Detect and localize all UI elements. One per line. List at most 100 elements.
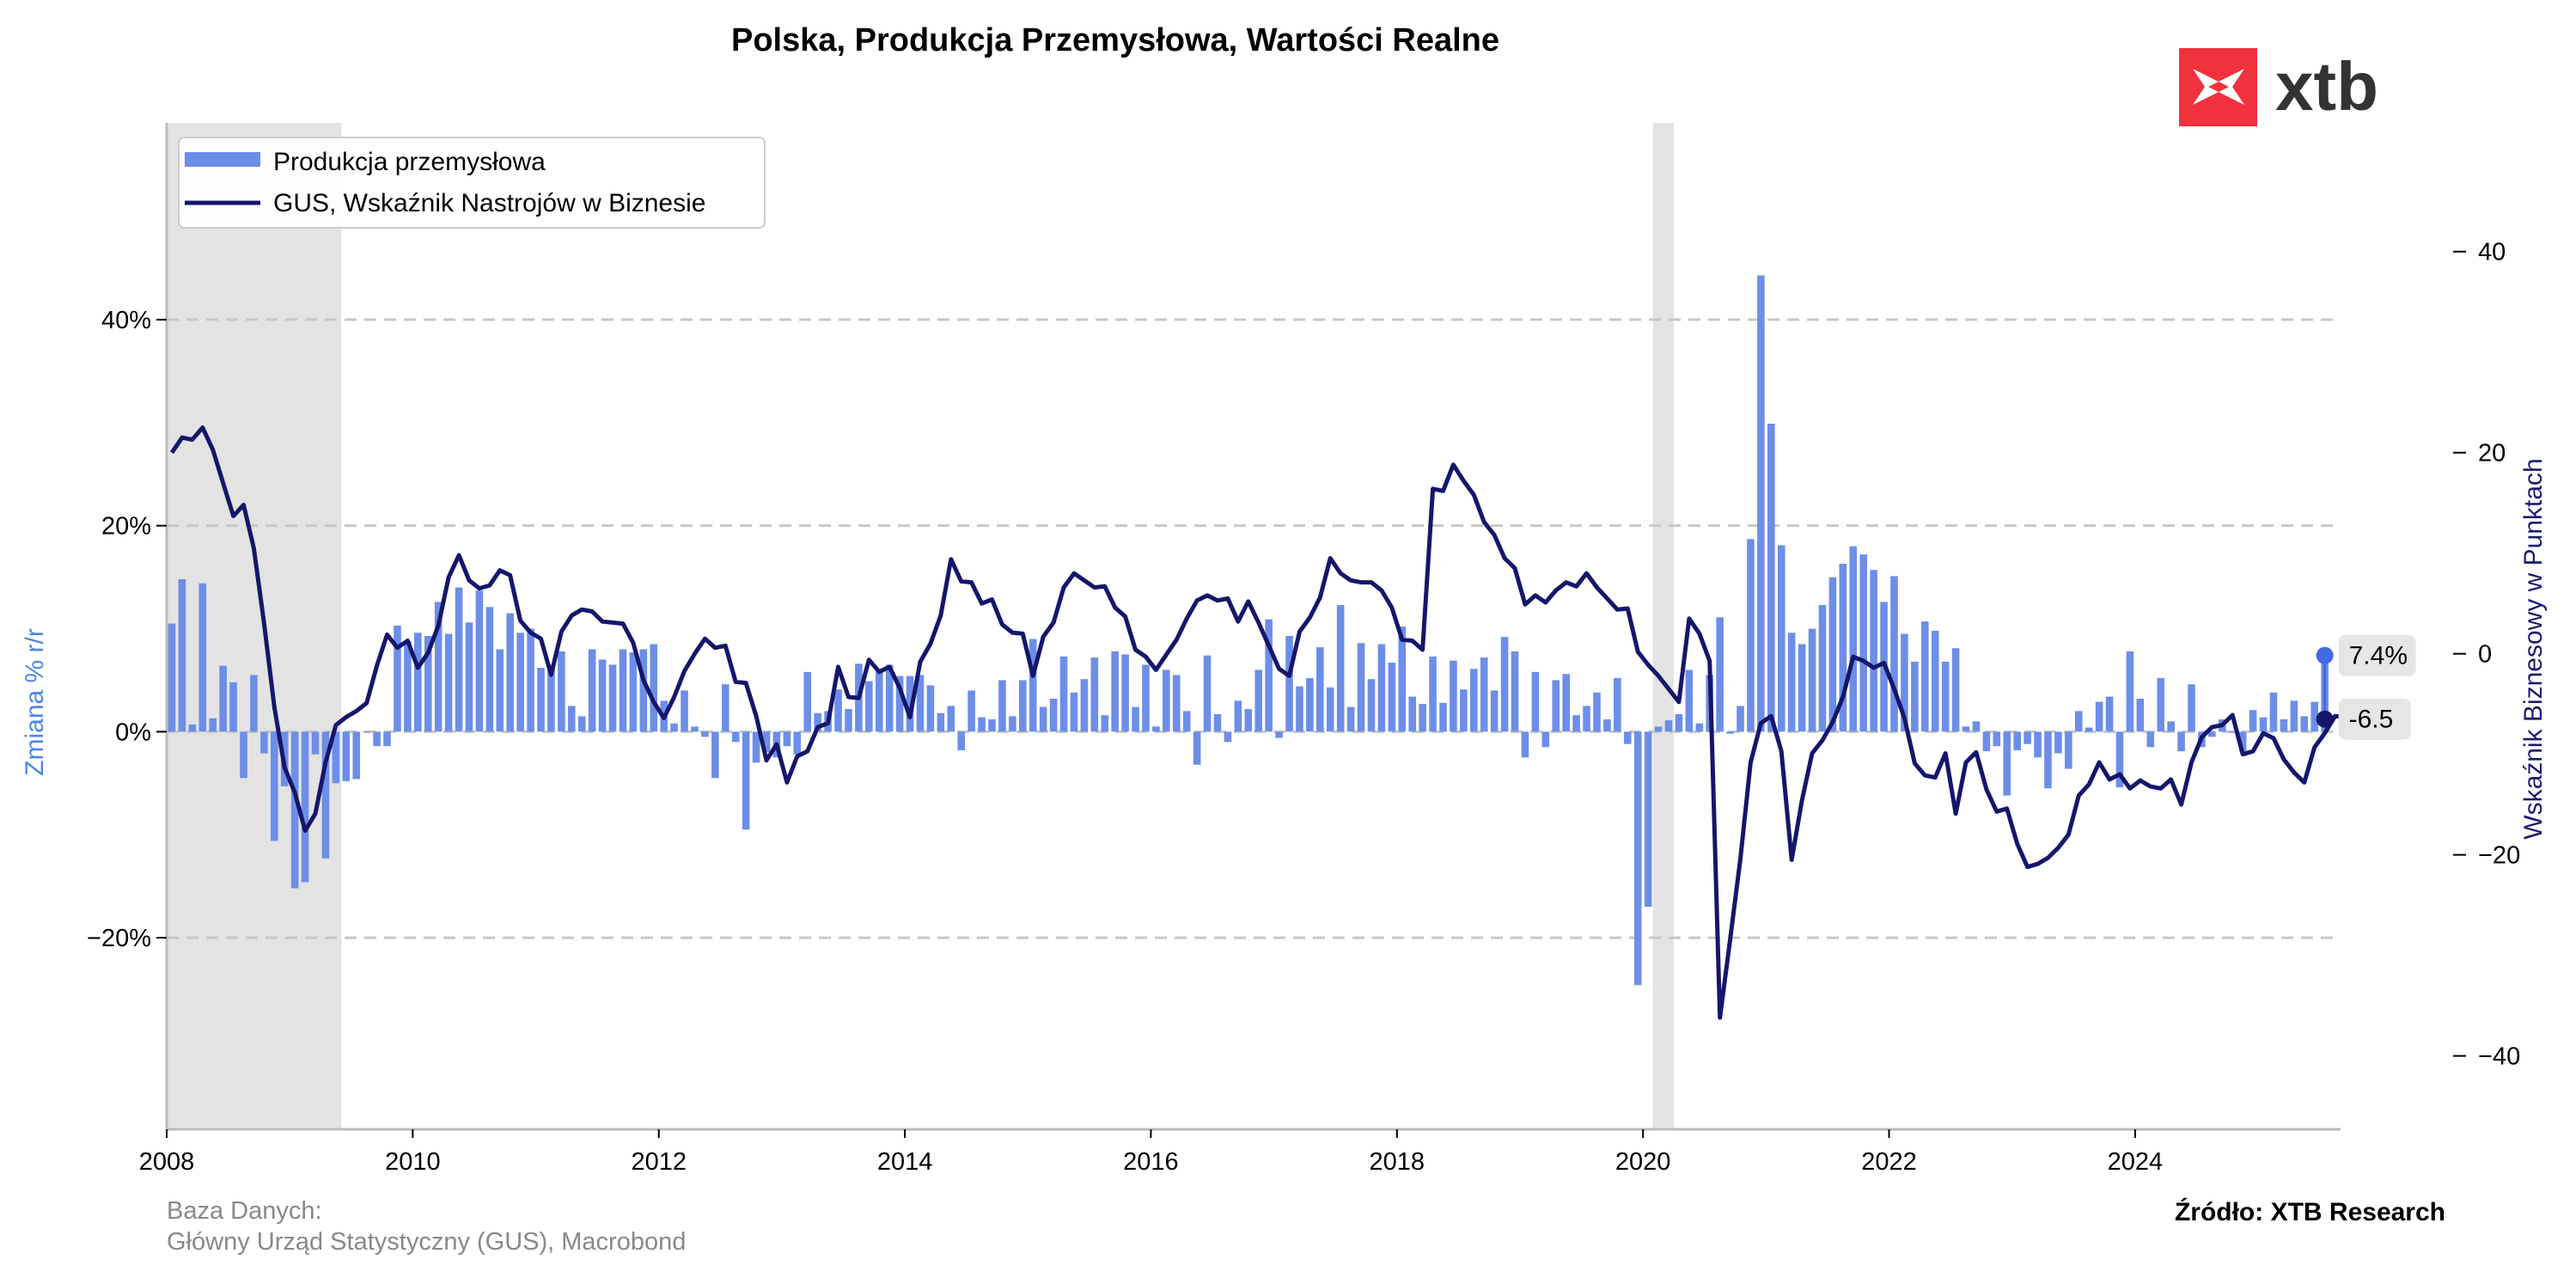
x-tick-label-1: 2010 — [385, 1148, 441, 1176]
bar-61 — [793, 731, 802, 755]
bar-193 — [2146, 731, 2155, 748]
bar-93 — [1121, 654, 1129, 732]
y-right-axis-label: Wskaźnik Biznesowy w Punktach — [2519, 458, 2548, 840]
bar-84 — [1029, 639, 1037, 732]
bar-153 — [1737, 706, 1744, 732]
bar-38 — [558, 651, 565, 732]
bar-81 — [998, 680, 1006, 732]
axes — [165, 123, 2341, 1131]
bar-90 — [1090, 657, 1099, 732]
bar-129 — [1490, 690, 1499, 732]
bar-97 — [1163, 670, 1170, 732]
bar-65 — [834, 689, 842, 732]
bar-52 — [701, 731, 709, 737]
bar-142 — [1623, 731, 1632, 744]
bar-35 — [527, 628, 534, 732]
bar-190 — [2115, 731, 2124, 788]
bar-13 — [301, 731, 309, 883]
bar-145 — [1654, 726, 1663, 732]
bar-89 — [1080, 679, 1089, 732]
bar-29 — [465, 622, 473, 732]
bar-148 — [1685, 670, 1694, 732]
bar-144 — [1644, 731, 1652, 908]
bar-24 — [414, 633, 422, 732]
y-left-tick-label-2: 20% — [101, 513, 151, 541]
bar-series-industrial-production — [168, 275, 2329, 986]
bar-128 — [1480, 657, 1488, 732]
bar-149 — [1695, 723, 1704, 732]
bar-34 — [516, 633, 524, 732]
bar-134 — [1541, 731, 1550, 748]
bar-124 — [1439, 702, 1447, 732]
bar-96 — [1152, 726, 1160, 732]
bar-166 — [1870, 570, 1877, 732]
bar-126 — [1460, 689, 1468, 732]
xtb-x-glyph — [2193, 69, 2244, 105]
bar-17 — [342, 731, 351, 781]
y-right-tick-label-1: −20 — [2478, 842, 2520, 870]
bar-100 — [1193, 731, 1201, 765]
bar-115 — [1346, 706, 1355, 732]
bar-41 — [588, 649, 596, 732]
bar-208 — [2300, 716, 2309, 732]
bar-109 — [1285, 635, 1293, 732]
last-line-value: -6.5 — [2349, 706, 2394, 734]
bar-127 — [1469, 669, 1478, 732]
bar-186 — [2074, 711, 2083, 732]
bar-19 — [363, 731, 370, 733]
bar-14 — [311, 731, 320, 755]
x-tick-label-6: 2020 — [1615, 1148, 1671, 1176]
bar-170 — [1911, 661, 1919, 732]
x-tick-label-7: 2022 — [1861, 1148, 1917, 1176]
bar-54 — [721, 684, 729, 732]
bar-195 — [2167, 721, 2175, 732]
bar-183 — [2044, 731, 2052, 789]
footer-source: Źródło: XTB Research — [2175, 1197, 2445, 1226]
y-left-tick-label-3: 40% — [101, 307, 151, 334]
bar-141 — [1614, 678, 1621, 732]
bar-26 — [434, 602, 443, 732]
bar-173 — [1941, 661, 1950, 732]
x-tick-label-3: 2014 — [877, 1148, 933, 1176]
bar-177 — [1982, 731, 1991, 752]
bar-120 — [1398, 627, 1407, 732]
last-line-marker — [2316, 710, 2334, 728]
bar-164 — [1849, 546, 1858, 732]
bar-12 — [290, 731, 299, 889]
bar-78 — [968, 690, 975, 732]
bar-176 — [1972, 721, 1981, 732]
bar-62 — [803, 671, 812, 732]
bar-152 — [1726, 731, 1734, 734]
bar-135 — [1552, 680, 1560, 732]
bar-125 — [1450, 660, 1457, 732]
bar-187 — [2085, 727, 2093, 732]
bar-191 — [2126, 651, 2134, 732]
bar-21 — [383, 731, 391, 747]
bar-91 — [1101, 715, 1109, 732]
bar-118 — [1377, 644, 1386, 732]
bar-107 — [1265, 619, 1273, 732]
bar-50 — [681, 690, 688, 732]
bar-189 — [2105, 696, 2114, 732]
bar-119 — [1388, 663, 1396, 732]
bar-137 — [1572, 715, 1580, 732]
bar-156 — [1767, 423, 1775, 732]
bar-202 — [2238, 731, 2247, 752]
bar-47 — [650, 644, 658, 732]
bar-121 — [1408, 696, 1416, 732]
bar-44 — [619, 649, 627, 732]
bar-108 — [1275, 731, 1283, 738]
bar-45 — [629, 652, 638, 732]
bar-105 — [1244, 708, 1253, 732]
bar-69 — [875, 670, 883, 732]
bar-87 — [1059, 656, 1068, 732]
y-right-tick-label-4: 40 — [2478, 239, 2506, 266]
legend-line-label: GUS, Wskaźnik Nastrojów w Biznesie — [273, 189, 705, 217]
bar-201 — [2228, 731, 2237, 733]
footer-db-label: Baza Danych: — [167, 1197, 322, 1225]
bar-36 — [537, 668, 545, 732]
bar-194 — [2157, 678, 2165, 732]
bar-49 — [670, 723, 678, 732]
bar-179 — [2003, 731, 2011, 796]
legend-bar-swatch — [185, 152, 260, 167]
